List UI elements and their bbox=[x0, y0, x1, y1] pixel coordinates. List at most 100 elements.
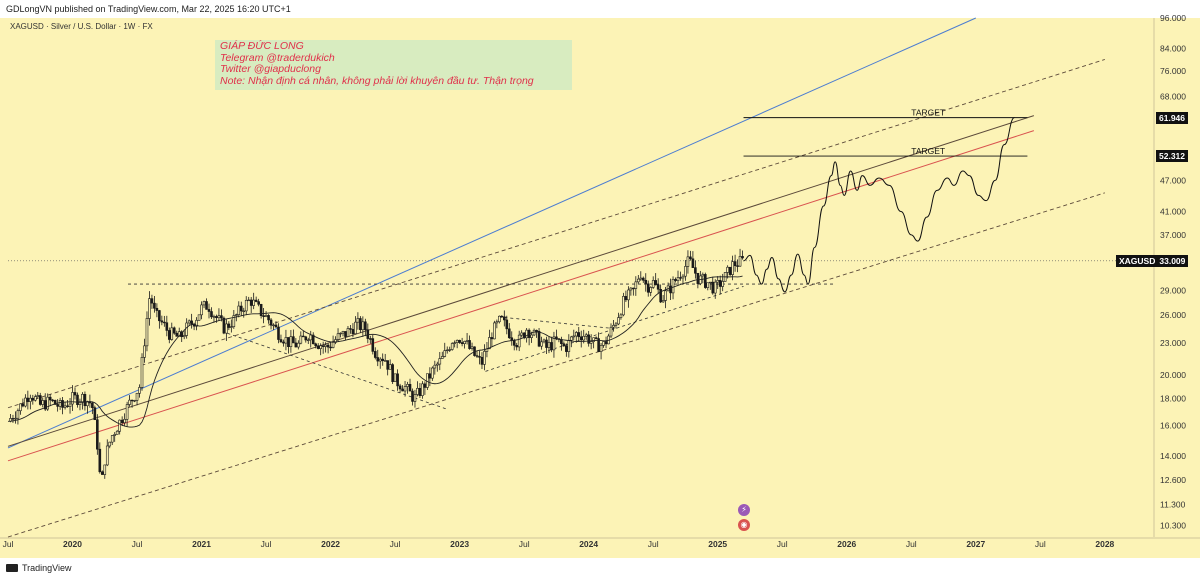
x-tick-label: 2021 bbox=[192, 539, 211, 549]
us-flag-event-icon[interactable]: ◉ bbox=[738, 519, 750, 531]
y-tick-label: 84.000 bbox=[1160, 43, 1186, 53]
candle-body bbox=[547, 342, 551, 348]
candle-body bbox=[269, 319, 273, 326]
candle-body bbox=[431, 367, 434, 379]
candle-body bbox=[344, 331, 347, 337]
candle-body bbox=[249, 299, 253, 306]
current-price-value: 33.009 bbox=[1159, 255, 1186, 266]
candle-body bbox=[584, 334, 588, 337]
candle-body bbox=[262, 315, 265, 317]
candle-body bbox=[507, 328, 511, 339]
candle-body bbox=[691, 258, 695, 268]
candle-body bbox=[163, 321, 166, 324]
candle-body bbox=[738, 256, 742, 267]
candle-body bbox=[329, 346, 332, 349]
x-tick-label: Jul bbox=[390, 539, 401, 549]
candle-body bbox=[535, 329, 538, 332]
symbol-title: XAGUSD · Silver / U.S. Dollar · 1W · FX bbox=[10, 22, 153, 31]
candle-body bbox=[718, 280, 722, 287]
candle-body bbox=[495, 321, 499, 324]
candle-body bbox=[36, 395, 40, 397]
candle-body bbox=[525, 329, 528, 339]
candle-body bbox=[264, 315, 268, 317]
candle-body bbox=[73, 392, 77, 396]
candle-body bbox=[145, 318, 149, 347]
candle-body bbox=[498, 315, 501, 323]
candle-body bbox=[696, 272, 700, 284]
candle-body bbox=[279, 339, 283, 343]
candle-body bbox=[634, 281, 638, 289]
candle-body bbox=[309, 334, 313, 341]
candle-body bbox=[289, 336, 293, 348]
candle-body bbox=[98, 448, 102, 473]
candle-body bbox=[200, 304, 203, 316]
candle-body bbox=[187, 320, 191, 324]
candle-body bbox=[403, 386, 407, 392]
y-tick-label: 96.000 bbox=[1160, 13, 1186, 23]
candle-body bbox=[423, 383, 427, 388]
candle-body bbox=[210, 311, 213, 318]
candle-body bbox=[522, 332, 526, 339]
candle-body bbox=[726, 266, 729, 273]
candle-body bbox=[493, 322, 496, 340]
candle-body bbox=[354, 321, 357, 335]
candle-body bbox=[376, 357, 380, 362]
candle-body bbox=[510, 337, 514, 341]
candle-body bbox=[624, 296, 628, 301]
candle-body bbox=[689, 256, 692, 260]
candle-body bbox=[292, 336, 295, 344]
candle-body bbox=[728, 266, 732, 275]
publish-info: GDLongVN published on TradingView.com, M… bbox=[6, 4, 291, 14]
candle-body bbox=[639, 277, 643, 280]
current-price-tag: XAGUSD 33.009 bbox=[1116, 254, 1189, 267]
candle-body bbox=[190, 320, 193, 325]
candle-body bbox=[155, 307, 159, 311]
y-tick-label: 14.000 bbox=[1160, 451, 1186, 461]
candle-body bbox=[175, 332, 179, 337]
candle-body bbox=[158, 310, 161, 322]
candle-body bbox=[302, 335, 305, 338]
candle-body bbox=[43, 400, 47, 410]
candle-body bbox=[26, 397, 30, 402]
candle-body bbox=[594, 337, 598, 339]
x-tick-label: 2024 bbox=[579, 539, 598, 549]
dividend-event-icon[interactable]: ⚡ bbox=[738, 504, 750, 516]
candle-body bbox=[86, 401, 89, 407]
candle-body bbox=[115, 430, 119, 435]
candle-body bbox=[294, 342, 298, 348]
candle-body bbox=[237, 305, 241, 315]
target-label-2: TARGET bbox=[911, 146, 945, 156]
candle-body bbox=[195, 319, 198, 327]
y-tick-label: 68.000 bbox=[1160, 91, 1186, 101]
candle-body bbox=[408, 384, 412, 392]
candle-body bbox=[215, 316, 218, 319]
brand-name: TradingView bbox=[22, 562, 72, 573]
x-tick-label: 2027 bbox=[966, 539, 985, 549]
candle-body bbox=[398, 385, 402, 390]
candle-body bbox=[324, 344, 327, 347]
candle-body bbox=[311, 334, 315, 345]
candle-body bbox=[148, 298, 151, 319]
candle-body bbox=[460, 342, 464, 344]
candle-body bbox=[622, 296, 625, 316]
candle-body bbox=[103, 464, 107, 475]
candle-body bbox=[235, 314, 238, 316]
candle-body bbox=[71, 392, 74, 405]
candle-body bbox=[230, 326, 233, 328]
candle-body bbox=[468, 340, 471, 349]
candle-body bbox=[646, 283, 650, 293]
candle-body bbox=[63, 405, 67, 408]
candle-body bbox=[78, 401, 82, 406]
x-tick-label: Jul bbox=[648, 539, 659, 549]
candle-body bbox=[150, 298, 154, 304]
candle-body bbox=[373, 351, 377, 358]
candle-body bbox=[455, 339, 459, 343]
y-tick-label: 37.000 bbox=[1160, 230, 1186, 240]
candle-body bbox=[721, 281, 724, 287]
x-tick-label: Jul bbox=[261, 539, 272, 549]
candle-body bbox=[356, 318, 360, 323]
candle-body bbox=[567, 339, 571, 352]
y-tick-label: 11.300 bbox=[1160, 500, 1186, 510]
candle-body bbox=[545, 339, 548, 348]
